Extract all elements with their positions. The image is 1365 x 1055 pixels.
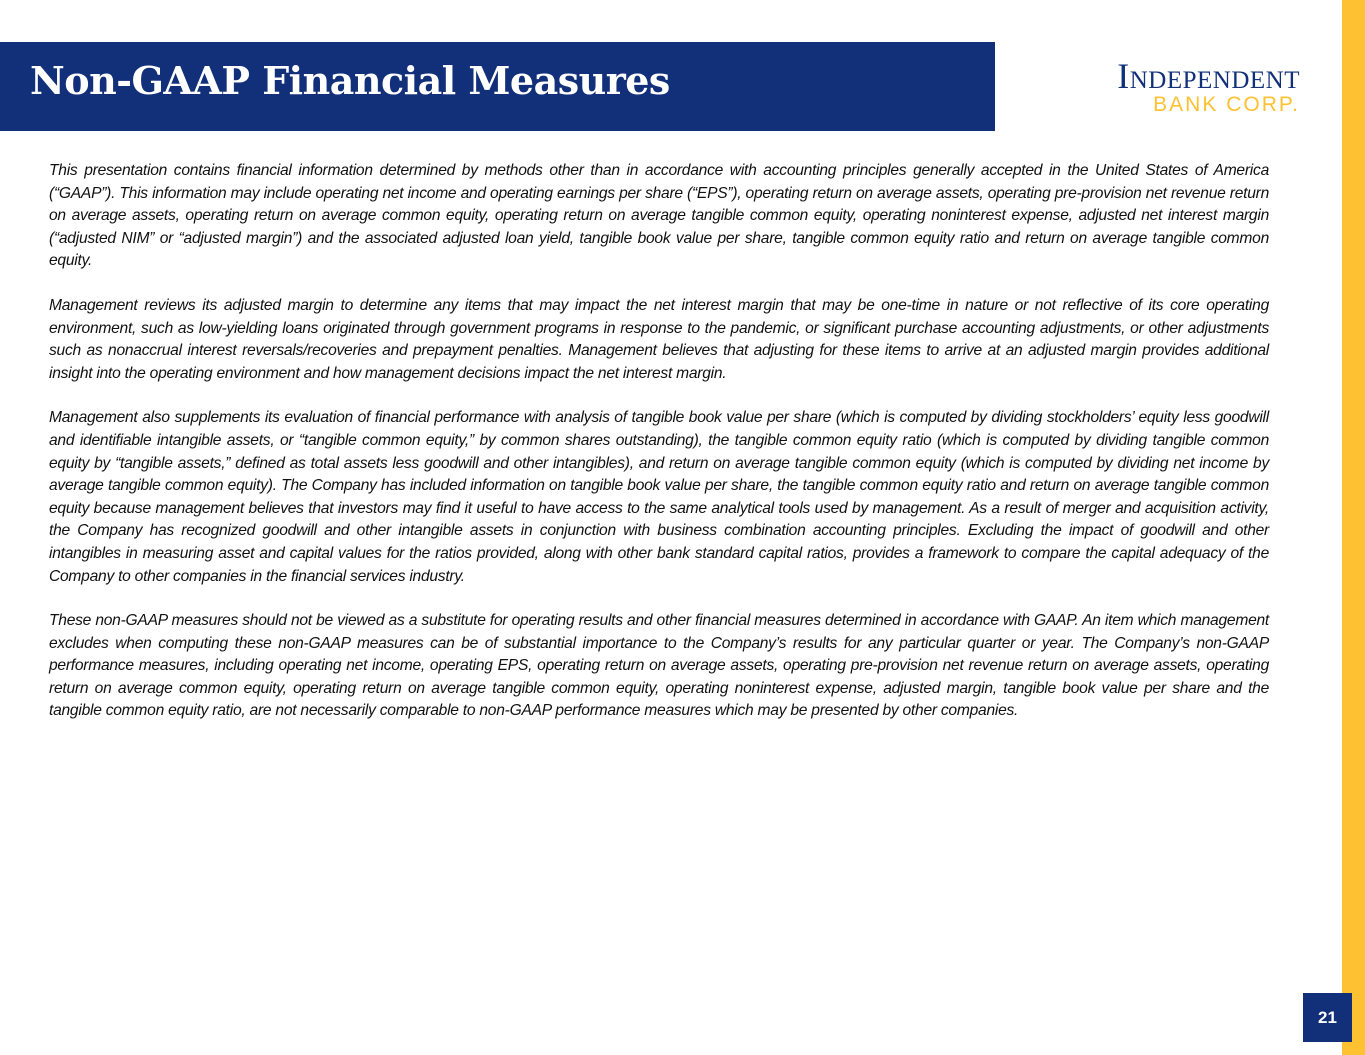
logo-wordmark-bottom: BANK CORP. — [1153, 93, 1300, 116]
company-logo: Independent BANK CORP. — [1030, 55, 1300, 125]
paragraph-adjusted-margin: Management reviews its adjusted margin t… — [49, 296, 1269, 382]
body-text: This presentation contains financial inf… — [49, 160, 1269, 745]
paragraph-disclaimer: These non-GAAP measures should not be vi… — [49, 612, 1269, 720]
accent-side-bar — [1342, 0, 1365, 1055]
title-bar: Non-GAAP Financial Measures — [0, 42, 995, 131]
page-title: Non-GAAP Financial Measures — [30, 58, 670, 103]
logo-wordmark-top: Independent — [1117, 56, 1300, 96]
paragraph-overview: This presentation contains financial inf… — [49, 162, 1269, 270]
page-number: 21 — [1303, 993, 1352, 1042]
paragraph-tangible-book-value: Management also supplements its evaluati… — [49, 409, 1269, 585]
